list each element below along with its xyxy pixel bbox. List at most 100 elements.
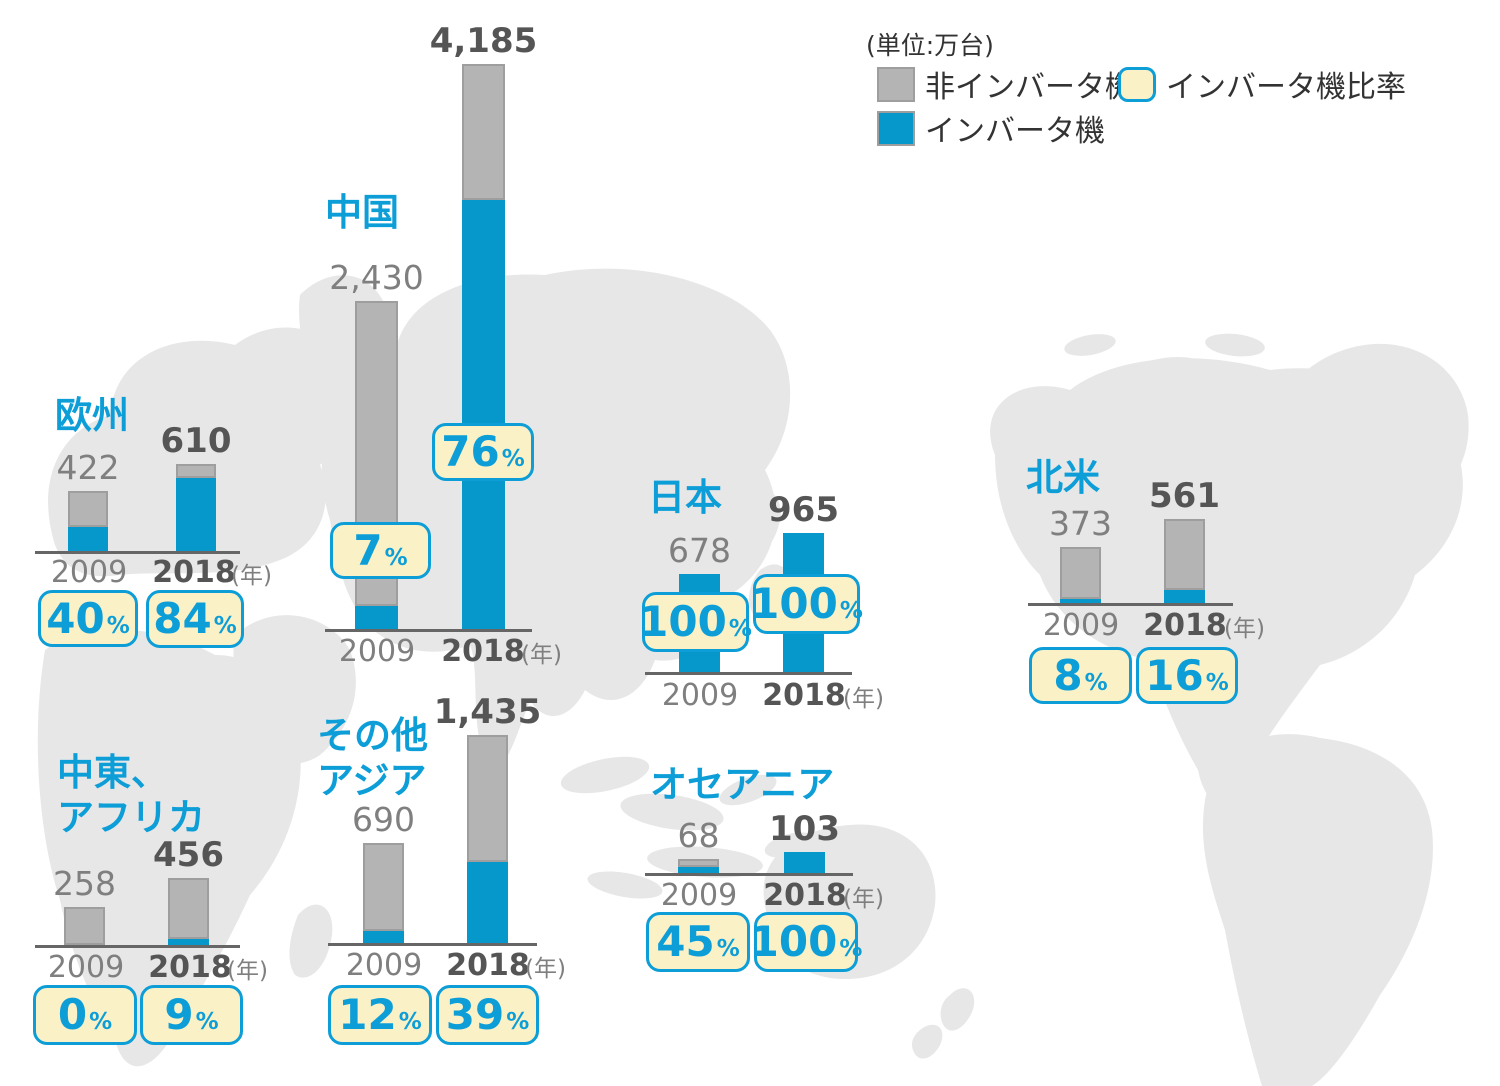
year-unit-label-middle-east-africa: (年)	[227, 958, 268, 984]
percent-sign: %	[89, 1009, 113, 1035]
ratio-value: 9	[164, 990, 194, 1039]
ratio-badge-inner: 16%	[1145, 650, 1229, 700]
ratio-badge-2009-japan: 100%	[639, 592, 752, 652]
ratio-badge-inner: 9%	[164, 994, 218, 1036]
ratio-value: 8	[1053, 650, 1083, 700]
percent-sign: %	[1205, 669, 1229, 696]
axis-line-japan	[645, 672, 852, 675]
value-label-2018-japan: 965	[768, 490, 839, 530]
ratio-value: 40	[46, 593, 105, 643]
bar-non-inverter-segment	[678, 859, 719, 867]
bar-non-inverter-segment	[467, 735, 508, 862]
bar-inverter-segment	[467, 862, 508, 943]
ratio-badge-2018-china: 76%	[432, 423, 534, 481]
ratio-badge-2009-other-asia: 12%	[328, 985, 432, 1045]
value-label-2018-europe: 610	[160, 421, 232, 461]
bar-2018-north-america	[1164, 519, 1205, 603]
value-label-2009-north-america: 373	[1049, 504, 1112, 543]
bar-inverter-segment	[678, 867, 719, 873]
ratio-value: 76	[441, 427, 500, 476]
ratio-badge-inner: 100%	[750, 583, 863, 625]
axis-line-china	[325, 629, 532, 632]
ratio-value: 12	[338, 990, 397, 1039]
percent-sign: %	[839, 598, 863, 624]
axis-line-oceania	[645, 873, 853, 876]
bar-inverter-segment	[355, 606, 398, 629]
bar-inverter-segment	[462, 200, 505, 629]
ratio-value: 84	[153, 594, 212, 643]
value-label-2009-china: 2,430	[329, 258, 424, 297]
year-label-2018-middle-east-africa: 2018	[148, 950, 232, 985]
bar-2018-europe	[176, 464, 216, 551]
year-unit-label-japan: (年)	[843, 686, 884, 712]
inverter-swatch-icon	[877, 110, 915, 146]
ratio-badge-inner: 39%	[446, 994, 530, 1036]
percent-sign: %	[728, 616, 752, 642]
value-label-2018-north-america: 561	[1149, 476, 1220, 516]
ratio-badge-2009-china: 7%	[330, 522, 431, 579]
year-label-2009-europe: 2009	[50, 555, 128, 590]
region-title-europe: 欧州	[55, 394, 129, 437]
ratio-badge-2018-middle-east-africa: 9%	[140, 985, 243, 1045]
ratio-badge-inner: 12%	[338, 994, 422, 1036]
bar-2009-middle-east-africa	[64, 907, 105, 945]
year-unit-label-other-asia: (年)	[525, 956, 566, 982]
bar-2009-oceania	[678, 859, 719, 873]
legend-item-ratio: インバータ機比率	[1118, 62, 1406, 106]
region-title-north-america: 北米	[1026, 456, 1100, 499]
legend-label-non-inverter: 非インバータ機	[925, 70, 1135, 105]
ratio-value: 100	[639, 597, 727, 646]
ratio-value: 39	[445, 990, 505, 1039]
year-label-2009-oceania: 2009	[660, 878, 738, 913]
ratio-badge-2009-europe: 40%	[38, 590, 138, 647]
ratio-value: 16	[1145, 650, 1204, 700]
ratio-badge-inner: 7%	[353, 529, 407, 572]
axis-line-middle-east-africa	[35, 945, 240, 948]
ratio-value: 0	[57, 990, 88, 1039]
ratio-badge-inner: 8%	[1053, 650, 1107, 700]
year-unit-label-oceania: (年)	[843, 886, 884, 912]
ratio-value: 100	[749, 917, 838, 966]
percent-sign: %	[106, 612, 130, 639]
bar-non-inverter-segment	[363, 843, 404, 931]
year-label-2018-japan: 2018	[762, 678, 846, 713]
legend-label-inverter: インバータ機	[925, 114, 1105, 149]
bar-non-inverter-segment	[1060, 547, 1101, 599]
bar-non-inverter-segment	[168, 878, 209, 939]
legend-item-inverter: インバータ機	[877, 106, 1105, 150]
bar-2009-europe	[68, 491, 108, 551]
axis-line-other-asia	[328, 943, 537, 946]
bar-2018-middle-east-africa	[168, 878, 209, 945]
percent-sign: %	[213, 613, 237, 639]
ratio-badge-2018-japan: 100%	[750, 574, 863, 634]
region-title-japan: 日本	[648, 476, 722, 519]
ratio-badge-2018-oceania: 100%	[750, 912, 862, 972]
ratio-badge-inner: 100%	[750, 921, 863, 963]
ratio-badge-swatch-icon	[1118, 66, 1156, 102]
value-label-2009-middle-east-africa: 258	[53, 864, 116, 903]
bar-non-inverter-segment	[68, 491, 108, 527]
non-inverter-swatch-icon	[877, 66, 915, 102]
region-title-middle-east-africa: 中東、 アフリカ	[57, 751, 205, 840]
percent-sign: %	[501, 446, 525, 472]
ratio-badge-2018-europe: 84%	[146, 590, 244, 648]
value-label-2018-china: 4,185	[429, 21, 538, 61]
value-label-2018-other-asia: 1,435	[433, 692, 542, 732]
ratio-badge-inner: 45%	[656, 921, 740, 963]
unit-note: (単位:万台)	[866, 31, 994, 60]
bar-2009-north-america	[1060, 547, 1101, 603]
percent-sign: %	[716, 936, 740, 962]
year-label-2009-japan: 2009	[661, 678, 739, 713]
bar-2009-china	[355, 301, 398, 629]
year-label-2018-north-america: 2018	[1143, 608, 1227, 643]
ratio-badge-2009-middle-east-africa: 0%	[33, 985, 137, 1045]
year-label-2009-other-asia: 2009	[345, 948, 423, 983]
bar-2018-other-asia	[467, 735, 508, 943]
bar-non-inverter-segment	[462, 64, 505, 200]
percent-sign: %	[839, 936, 863, 962]
ratio-badge-inner: 84%	[153, 598, 237, 640]
value-label-2018-oceania: 103	[769, 809, 840, 849]
year-label-2018-china: 2018	[441, 634, 525, 669]
year-label-2018-other-asia: 2018	[446, 948, 530, 983]
